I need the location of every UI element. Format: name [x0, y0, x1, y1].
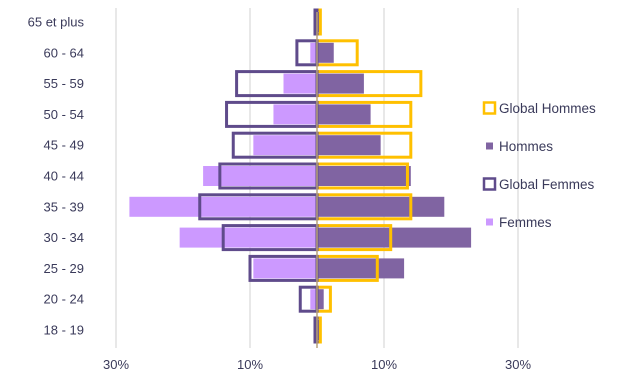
bar-femmes — [273, 104, 317, 125]
x-axis-labels: 50%30%10%10%30%50% — [103, 357, 531, 372]
y-tick-label: 45 - 49 — [44, 138, 84, 153]
bar-hommes — [317, 196, 445, 217]
x-tick-label: 10% — [371, 357, 397, 372]
y-tick-label: 18 - 19 — [44, 323, 84, 338]
legend-swatch — [482, 101, 497, 115]
bar-femmes — [203, 166, 317, 186]
legend-swatch — [482, 177, 497, 191]
y-tick-label: 20 - 24 — [44, 292, 84, 307]
bar-hommes — [317, 166, 411, 186]
y-tick-label: 25 - 29 — [44, 261, 84, 276]
bars — [129, 8, 472, 344]
bar-hommes — [317, 42, 334, 63]
bar-femmes — [129, 196, 317, 217]
bar-hommes — [317, 73, 364, 94]
y-tick-label: 60 - 64 — [44, 45, 84, 60]
y-tick-label: 35 - 39 — [44, 199, 84, 214]
legend-label: Global Hommes — [499, 101, 596, 116]
bar-hommes — [317, 289, 324, 310]
legend-label: Hommes — [499, 139, 553, 154]
bar-hommes — [317, 104, 371, 125]
legend-swatch — [486, 218, 493, 226]
legend-swatch — [486, 142, 493, 150]
legend-label: Global Femmes — [499, 177, 595, 192]
x-tick-label: 30% — [103, 357, 129, 372]
legend-label: Femmes — [499, 215, 552, 230]
bar-femmes — [253, 135, 317, 156]
bar-hommes — [317, 258, 405, 279]
y-tick-label: 40 - 44 — [44, 169, 84, 184]
bar-hommes — [317, 227, 472, 248]
bar-hommes — [317, 135, 381, 156]
y-axis-labels: 65 et plus 60 - 64 55 - 59 50 - 54 45 - 49 40… — [28, 15, 85, 338]
legend: Global Hommes Hommes Global Femmes Femmes — [482, 101, 596, 230]
x-tick-label: 30% — [505, 357, 531, 372]
bar-femmes — [253, 258, 317, 279]
y-tick-label: 30 - 34 — [44, 230, 84, 245]
y-tick-label: 65 et plus — [28, 15, 85, 30]
bar-femmes — [283, 73, 317, 94]
bar-femmes — [310, 289, 317, 310]
bar-femmes — [179, 227, 317, 248]
y-tick-label: 55 - 59 — [44, 76, 84, 91]
x-tick-label: 10% — [237, 357, 263, 372]
bar-femmes — [310, 42, 317, 63]
y-tick-label: 50 - 54 — [44, 107, 84, 122]
